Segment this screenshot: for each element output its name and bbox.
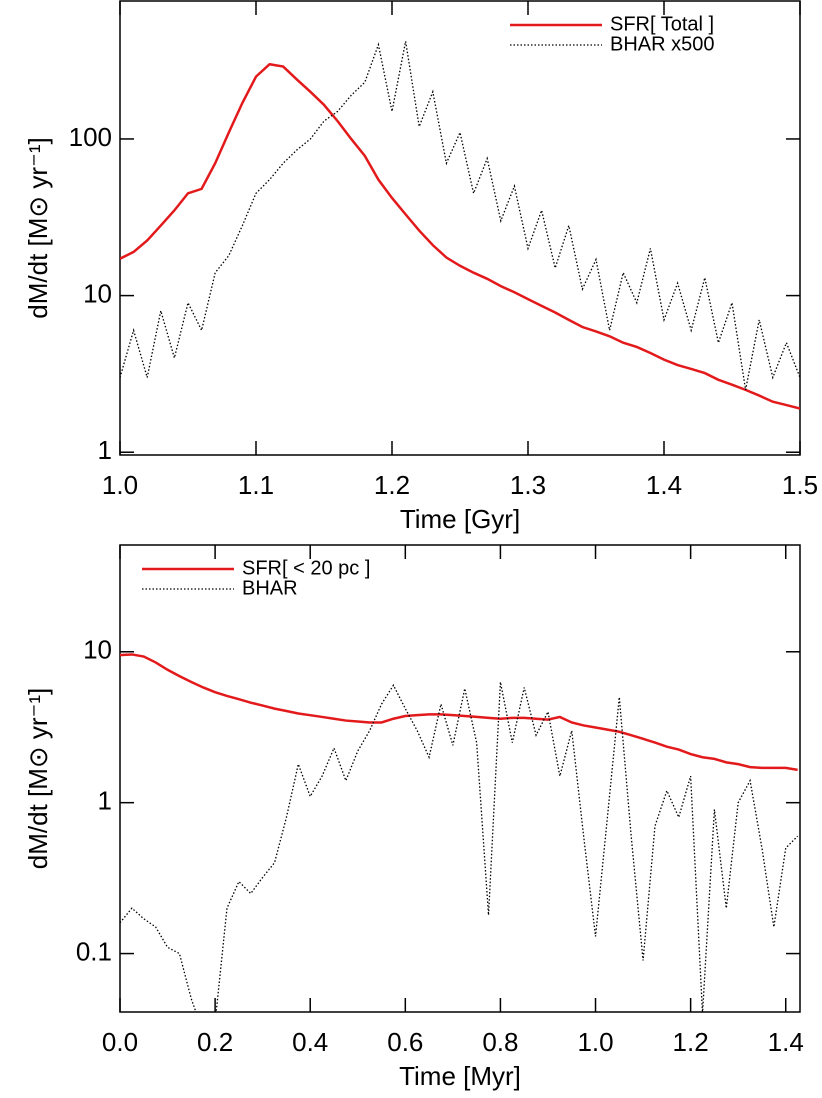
x-tick-label: 1.0 — [577, 1027, 613, 1057]
y-tick-label: 10 — [83, 278, 112, 308]
x-tick-label: 0.8 — [482, 1027, 518, 1057]
series-line — [120, 653, 798, 772]
x-tick-label: 1.3 — [510, 470, 546, 500]
x-tick-label: 1.1 — [238, 470, 274, 500]
y-axis-label: dM/dt [M⊙ yr⁻¹] — [23, 137, 53, 318]
x-tick-label: 0.0 — [102, 1027, 138, 1057]
x-axis-label: Time [Myr] — [399, 1061, 521, 1091]
x-tick-label: 1.2 — [374, 470, 410, 500]
plot-frame — [119, 0, 801, 456]
y-tick-label: 1 — [98, 435, 112, 465]
x-axis-label: Time [Gyr] — [400, 504, 520, 534]
legend-label: BHAR x500 — [610, 33, 715, 55]
y-tick-label: 100 — [69, 122, 112, 152]
y-tick-label: 1 — [98, 786, 112, 816]
x-tick-label: 1.0 — [102, 470, 138, 500]
y-axis-label: dM/dt [M⊙ yr⁻¹] — [23, 688, 53, 869]
x-tick-label: 1.2 — [673, 1027, 709, 1057]
plot-frame — [119, 544, 801, 1013]
x-tick-label: 1.4 — [768, 1027, 804, 1057]
y-tick-label: 0.1 — [76, 936, 112, 966]
series-line — [120, 62, 800, 410]
legend-label: SFR[ < 20 pc ] — [242, 557, 370, 579]
x-tick-label: 0.2 — [197, 1027, 233, 1057]
x-tick-label: 0.4 — [292, 1027, 328, 1057]
legend-label: SFR[ Total ] — [610, 13, 714, 35]
series-line — [120, 41, 800, 391]
x-tick-label: 1.5 — [782, 470, 818, 500]
series-line — [120, 681, 799, 1012]
x-tick-label: 0.6 — [387, 1027, 423, 1057]
x-tick-label: 1.4 — [646, 470, 682, 500]
legend-label: BHAR — [242, 577, 298, 599]
y-tick-label: 10 — [83, 635, 112, 665]
